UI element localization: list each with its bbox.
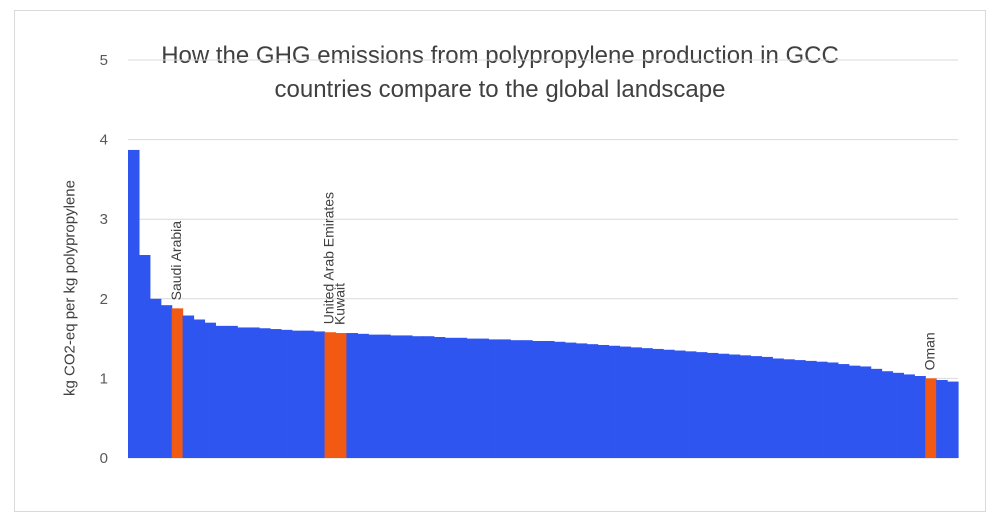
bar [237,327,249,458]
bar [564,342,577,458]
bar [444,337,457,458]
bars [128,149,959,458]
bar [739,355,752,458]
bar [881,371,894,458]
y-tick-label: 2 [100,291,108,308]
bar [204,322,216,458]
bar-annotation: Kuwait [332,283,348,325]
bar [892,372,904,458]
bar [597,344,610,458]
bar [390,335,402,458]
bar [761,356,773,458]
bar [783,359,795,458]
bar [543,340,555,458]
bar [160,305,173,458]
bar [138,255,151,458]
bar [914,376,926,458]
bar [674,350,686,458]
bar [521,340,533,458]
bar [848,365,861,458]
bar [684,351,697,458]
bar [488,339,500,458]
bar [903,374,915,458]
bar [870,368,883,458]
bar [641,348,653,458]
bar [947,381,959,458]
chart-title-line-1: How the GHG emissions from polypropylene… [161,42,839,69]
bar-highlighted [335,333,348,458]
bar-annotation: United Arab Emirates [321,192,337,324]
bar [772,358,784,458]
bar [510,340,522,458]
bar [750,356,763,458]
bar [357,333,369,458]
y-tick-label: 1 [100,370,108,387]
bar [215,325,227,458]
bar [401,335,413,458]
y-tick-label: 3 [100,211,108,228]
bar-highlighted [171,308,184,458]
bar-highlighted [925,378,937,458]
bar [226,325,238,458]
bar [193,319,206,458]
bar [368,334,380,458]
bar [663,349,675,458]
bar-highlighted [324,332,337,458]
bar [411,336,424,458]
bar [619,346,631,458]
y-tick-label: 0 [100,450,108,467]
chart-title-line-2: countries compare to the global landscap… [274,76,726,103]
bar [466,338,479,458]
y-tick-label: 5 [100,52,108,69]
bar [182,315,195,458]
bar [455,337,468,458]
bar-annotation: Oman [921,332,937,370]
y-tick-label: 4 [100,132,108,149]
bar [499,339,511,458]
bar [859,366,872,458]
bar [816,361,828,458]
bar [259,328,271,458]
bar [717,353,730,458]
bar [652,348,664,458]
bar [149,298,162,458]
bar [302,330,315,458]
bar [936,379,948,458]
bar [794,360,806,458]
bar-annotation: Saudi Arabia [168,221,184,301]
bar [346,333,358,458]
bar [433,337,446,458]
bar [128,149,140,458]
bar [553,341,566,458]
bar [630,347,642,458]
bar [291,330,304,458]
bar [477,338,489,458]
bar [422,336,435,458]
bar [313,331,326,458]
bar [695,352,708,458]
bar [379,334,391,458]
bar [575,343,588,458]
bar [837,364,850,458]
bar [532,340,544,458]
bar [728,354,741,458]
bar [269,329,282,458]
bar [826,362,839,458]
bar [805,360,817,458]
bar [608,345,621,458]
bar [586,344,599,458]
bar [248,327,260,458]
bar [706,352,719,458]
bar [280,329,293,458]
y-axis-ticks: 0 1 2 3 4 5 [100,52,108,467]
